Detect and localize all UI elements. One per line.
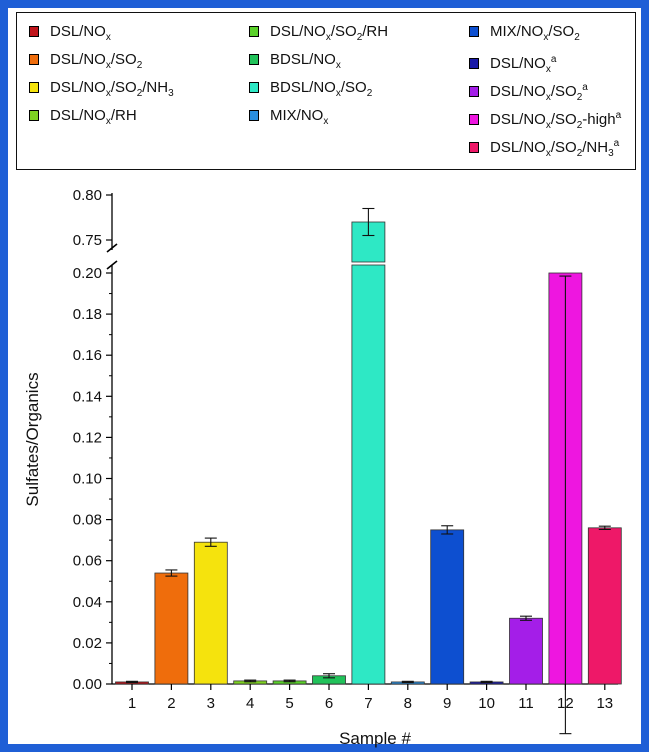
chart-legend: DSL/NOx DSL/NOx/SO2 DSL/NOx/SO2/NH3 DSL/NOx… [16, 12, 636, 170]
y-tick-label: 0.14 [73, 388, 102, 405]
y-tick-label: 0.20 [73, 265, 102, 282]
legend-swatch [29, 81, 39, 93]
legend-item: DSL/NOx/SO2/NH3a [469, 135, 619, 163]
bar [509, 617, 543, 685]
legend-item: DSL/NOx [29, 23, 111, 47]
legend-item: DSL/NOxa [469, 51, 556, 79]
legend-label: MIX/NOx/SO2 [490, 23, 580, 43]
y-tick-label: 0.00 [73, 676, 102, 693]
x-tick-label: 8 [404, 695, 412, 712]
legend-label: DSL/NOx/SO2/RH [270, 23, 389, 43]
x-tick-label: 9 [443, 695, 451, 712]
x-tick-label: 3 [207, 695, 215, 712]
x-tick-label: 1 [128, 695, 136, 712]
bar [430, 529, 465, 685]
y-tick-label: 0.75 [73, 232, 102, 249]
legend-item: DSL/NOx/SO2/RH [249, 23, 388, 47]
legend-swatch [29, 109, 39, 121]
legend-label: DSL/NOx/SO2-higha [490, 110, 622, 131]
legend-swatch [469, 85, 479, 97]
legend-swatch [29, 53, 39, 65]
legend-swatch [249, 53, 259, 65]
x-tick-label: 6 [325, 695, 333, 712]
legend-item: MIX/NOx [249, 107, 328, 131]
bar [351, 264, 386, 685]
legend-swatch [469, 141, 479, 153]
legend-item: DSL/NOx/RH [29, 107, 137, 131]
legend-swatch [469, 25, 479, 37]
legend-item: DSL/NOx/SO2a [469, 79, 588, 107]
y-tick-label: 0.08 [73, 512, 102, 529]
x-tick-label: 12 [557, 695, 574, 712]
x-tick-label: 7 [364, 695, 372, 712]
legend-swatch [249, 81, 259, 93]
legend-swatch [249, 109, 259, 121]
x-tick-label: 2 [167, 695, 175, 712]
legend-label: MIX/NOx [270, 107, 329, 127]
y-tick-label: 0.12 [73, 429, 102, 446]
bar [193, 541, 228, 685]
y-tick-label: 0.18 [73, 306, 102, 323]
legend-label: DSL/NOx/SO2/NH3a [490, 138, 620, 159]
axis-break-mark [106, 243, 118, 253]
legend-swatch [469, 113, 479, 125]
legend-swatch [469, 57, 479, 69]
legend-label: DSL/NOx/SO2/NH3 [50, 79, 174, 99]
legend-item: DSL/NOx/SO2-higha [469, 107, 621, 135]
y-tick-label: 0.16 [73, 347, 102, 364]
legend-item: BDSL/NOx/SO2 [249, 79, 372, 103]
x-axis-label: Sample # [339, 729, 411, 748]
legend-label: DSL/NOx/RH [50, 107, 137, 127]
legend-item: DSL/NOx/SO2/NH3 [29, 79, 174, 103]
bar [154, 572, 189, 685]
y-tick-label: 0.80 [73, 187, 102, 204]
y-axis-label: Sulfates/Organics [23, 372, 42, 506]
x-tick-label: 13 [596, 695, 613, 712]
legend-label: DSL/NOx/SO2a [490, 82, 588, 103]
legend-item: BDSL/NOx [249, 51, 341, 75]
legend-label: DSL/NOx/SO2 [50, 51, 143, 71]
y-tick-label: 0.06 [73, 553, 102, 570]
legend-swatch [249, 25, 259, 37]
legend-label: BDSL/NOx [270, 51, 341, 71]
x-tick-label: 4 [246, 695, 254, 712]
axis-break-mark [106, 260, 118, 270]
y-tick-label: 0.04 [73, 594, 102, 611]
bar [587, 527, 622, 685]
legend-item: DSL/NOx/SO2 [29, 51, 142, 75]
x-tick-label: 11 [518, 695, 534, 712]
x-tick-label: 10 [478, 695, 495, 712]
y-tick-label: 0.02 [73, 635, 102, 652]
legend-item: MIX/NOx/SO2 [469, 23, 580, 47]
x-tick-label: 5 [285, 695, 293, 712]
legend-label: DSL/NOxa [490, 54, 557, 75]
legend-label: DSL/NOx [50, 23, 111, 43]
y-tick-label: 0.10 [73, 471, 102, 488]
legend-label: BDSL/NOx/SO2 [270, 79, 373, 99]
legend-swatch [29, 25, 39, 37]
